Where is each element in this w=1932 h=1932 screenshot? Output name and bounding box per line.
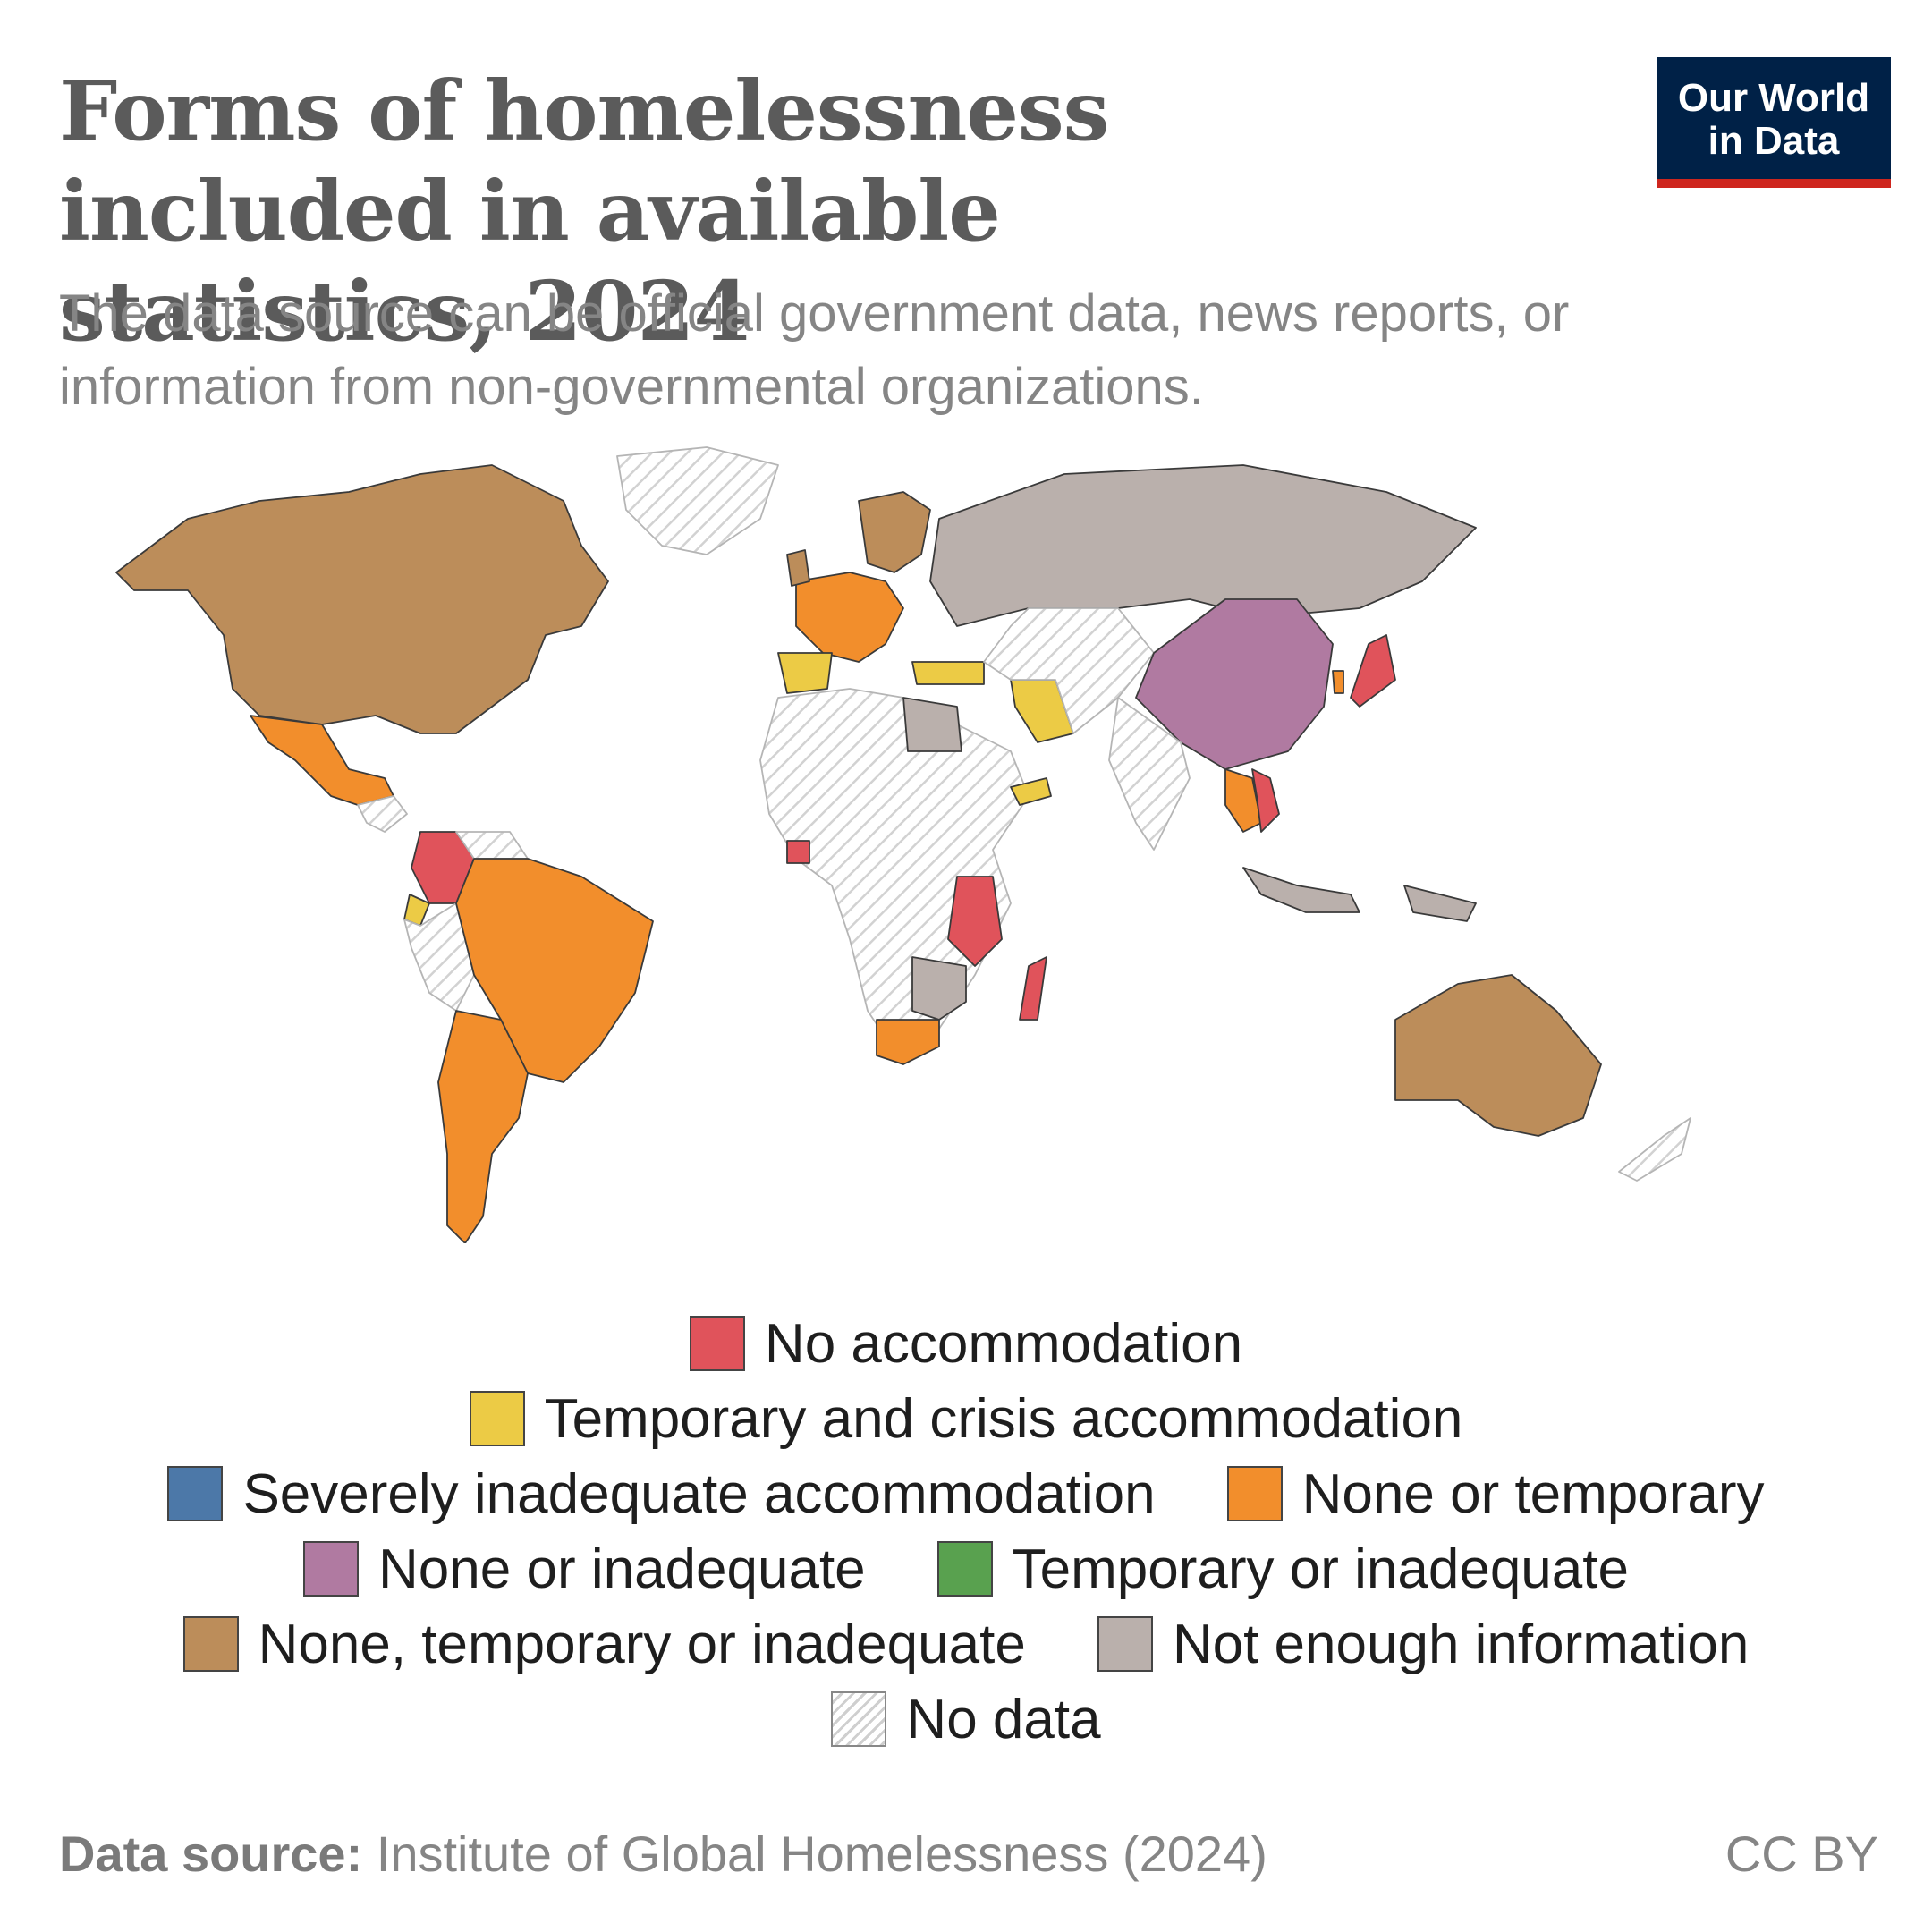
legend-item-none-temporary-inadequate[interactable]: None, temporary or inadequate (182, 1613, 1026, 1676)
data-source: Data source: Institute of Global Homeles… (59, 1825, 1267, 1883)
owid-logo[interactable]: Our World in Data (1657, 57, 1891, 188)
legend-label: None or inadequate (378, 1538, 866, 1600)
region-south-africa[interactable] (876, 1019, 940, 1065)
legend-row-2: Temporary and crisis accommodation (0, 1381, 1932, 1456)
data-source-text: Institute of Global Homelessness (2024) (362, 1826, 1267, 1882)
chart-subtitle: The data source can be official governme… (59, 284, 1570, 416)
legend-item-not-enough-info[interactable]: Not enough information (1097, 1613, 1750, 1676)
world-map[interactable] (80, 438, 1852, 1243)
legend-item-severely-inadequate[interactable]: Severely inadequate accommodation (167, 1462, 1156, 1526)
legend-item-no-accommodation[interactable]: No accommodation (689, 1312, 1243, 1376)
region-europe[interactable] (795, 572, 904, 663)
region-greenland[interactable] (616, 446, 779, 555)
legend-swatch (1097, 1616, 1153, 1672)
legend-label: None, temporary or inadequate (258, 1613, 1026, 1675)
legend-item-temporary-crisis[interactable]: Temporary and crisis accommodation (469, 1387, 1463, 1451)
region-spain[interactable] (777, 652, 833, 694)
legend-swatch (167, 1466, 224, 1521)
legend-swatch (689, 1316, 745, 1371)
region-east-africa[interactable] (947, 876, 1003, 967)
legend-swatch (469, 1391, 525, 1446)
legend-label: Not enough information (1172, 1613, 1750, 1675)
legend-label: No data (906, 1688, 1101, 1750)
region-vietnam[interactable] (1251, 768, 1280, 833)
legend-label: Temporary or inadequate (1012, 1538, 1629, 1600)
legend-label: None or temporary (1301, 1462, 1765, 1525)
legend-row-5: None, temporary or inadequate Not enough… (0, 1606, 1932, 1682)
legend-label: Severely inadequate accommodation (242, 1462, 1156, 1525)
region-japan[interactable] (1350, 634, 1396, 708)
region-central-asia[interactable] (983, 607, 1155, 734)
chart-title: Forms of homelessness included in availa… (59, 63, 1109, 360)
legend-item-none-or-temporary[interactable]: None or temporary (1226, 1462, 1765, 1526)
region-china[interactable] (1135, 598, 1334, 770)
region-korea[interactable] (1332, 670, 1344, 694)
legend-label: Temporary and crisis accommodation (544, 1387, 1463, 1450)
region-madagascar[interactable] (1019, 956, 1047, 1021)
legend-swatch (303, 1541, 360, 1597)
legend-row-1: No accommodation (0, 1306, 1932, 1381)
region-egypt[interactable] (902, 697, 962, 752)
region-yemen[interactable] (1010, 777, 1052, 806)
license[interactable]: CC BY (1724, 1826, 1878, 1882)
legend-label: No accommodation (764, 1312, 1243, 1375)
region-indonesia[interactable] (1242, 867, 1477, 922)
region-ivory-coast[interactable] (786, 840, 810, 864)
logo-line-2: in Data (1707, 119, 1840, 163)
region-central-america[interactable] (357, 795, 408, 833)
legend: No accommodation Temporary and crisis ac… (0, 1306, 1932, 1757)
legend-item-none-or-inadequate[interactable]: None or inadequate (303, 1538, 866, 1601)
region-scandinavia[interactable] (858, 491, 931, 573)
region-turkey[interactable] (911, 661, 985, 685)
region-southeast-asia[interactable] (1224, 768, 1262, 833)
region-uk[interactable] (786, 549, 810, 587)
legend-swatch-hatched (831, 1691, 887, 1747)
legend-row-3: Severely inadequate accommodation None o… (0, 1456, 1932, 1531)
region-brazil[interactable] (455, 858, 654, 1083)
logo-line-1: Our World (1677, 76, 1870, 120)
region-india[interactable] (1108, 697, 1191, 851)
legend-row-6: No data (0, 1682, 1932, 1757)
legend-swatch (1226, 1466, 1283, 1521)
legend-swatch (936, 1541, 993, 1597)
region-argentina[interactable] (437, 1010, 529, 1243)
region-southern-africa[interactable] (911, 956, 967, 1021)
legend-swatch (182, 1616, 239, 1672)
legend-row-4: None or inadequate Temporary or inadequa… (0, 1531, 1932, 1606)
region-new-zealand[interactable] (1618, 1117, 1691, 1182)
legend-item-no-data[interactable]: No data (831, 1688, 1101, 1751)
region-russia[interactable] (929, 464, 1477, 627)
region-mexico[interactable] (250, 715, 394, 806)
region-australia[interactable] (1394, 974, 1602, 1137)
legend-item-temporary-or-inadequate[interactable]: Temporary or inadequate (936, 1538, 1629, 1601)
region-north-america[interactable] (115, 464, 609, 734)
data-source-label: Data source: (59, 1826, 363, 1882)
